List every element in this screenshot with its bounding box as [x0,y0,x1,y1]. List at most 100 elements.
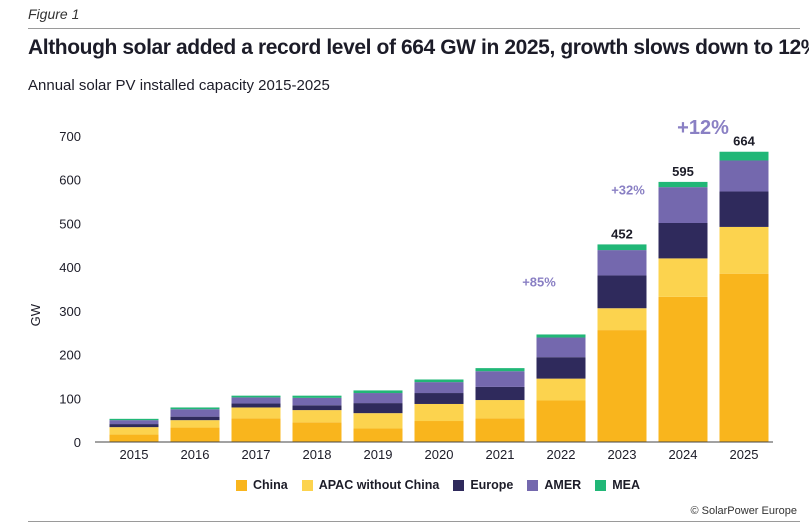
bar-segment-europe-2018 [292,405,342,411]
x-tick-label: 2025 [730,447,759,462]
y-tick-label: 400 [59,260,81,275]
bar-segment-china-2023 [597,330,647,442]
bar-segment-europe-2023 [597,275,647,309]
bar-segment-amer-2019 [353,393,403,404]
bar-segment-apac-without-china-2019 [353,413,403,429]
bar-segment-china-2015 [109,434,159,442]
bar-segment-apac-without-china-2021 [475,400,525,419]
bar-segment-amer-2021 [475,371,525,387]
bar-segment-china-2017 [231,418,281,442]
figure-label: Figure 1 [28,6,80,22]
y-axis-label: GW [28,303,43,326]
x-tick-label: 2021 [486,447,515,462]
legend-label: China [253,478,288,492]
bar-segment-china-2019 [353,428,403,442]
bar-segment-mea-2015 [109,418,159,421]
x-tick-label: 2022 [547,447,576,462]
bar-segment-apac-without-china-2022 [536,378,586,401]
growth-label: +12% [677,117,729,139]
x-tick-label: 2020 [425,447,454,462]
x-tick-label: 2024 [669,447,698,462]
y-tick-label: 600 [59,173,81,188]
bar-segment-mea-2021 [475,368,525,372]
bar-segment-amer-2020 [414,382,464,394]
bar-segment-china-2016 [170,427,220,442]
x-tick-label: 2017 [242,447,271,462]
bar-segment-apac-without-china-2018 [292,410,342,423]
bar-segment-amer-2018 [292,397,342,406]
source-credit: © SolarPower Europe [690,505,797,517]
y-tick-label: 100 [59,391,81,406]
bar-segment-china-2024 [658,296,708,442]
y-tick-label: 300 [59,304,81,319]
bar-segment-apac-without-china-2015 [109,427,159,435]
stacked-bar-chart: 0 100 200 300 400 500 600 700 GW 2015 2016 2017 2018… [28,117,773,462]
legend-label: Europe [470,478,514,492]
bar-segment-mea-2025 [719,151,769,161]
bar-segment-china-2020 [414,421,464,442]
legend-item-mea: MEA [595,478,640,492]
bar-segment-amer-2024 [658,187,708,223]
bar-segment-apac-without-china-2020 [414,403,464,422]
legend-item-apac-without-china: APAC without China [301,478,440,492]
bar-segment-china-2021 [475,418,525,442]
legend-label: APAC without China [318,478,440,492]
bar-segment-mea-2019 [353,390,403,394]
y-tick-label: 200 [59,348,81,363]
bar-segment-amer-2017 [231,397,281,404]
bar-segment-apac-without-china-2016 [170,420,220,428]
bar-segment-amer-2015 [109,420,159,425]
bar-segment-europe-2017 [231,403,281,408]
bar-segment-europe-2015 [109,424,159,428]
bar-segment-amer-2025 [719,160,769,192]
top-divider [28,28,800,29]
x-tick-label: 2015 [120,447,149,462]
legend-swatch [236,479,247,491]
legend-label: AMER [544,478,582,492]
legend-item-china: China [236,478,288,492]
bar-segment-amer-2022 [536,337,586,358]
bar-segment-mea-2016 [170,407,220,410]
bar-total-label: 664 [733,134,755,149]
legend-swatch [527,479,539,491]
bar-segment-mea-2023 [597,244,647,251]
legend-label: MEA [612,478,640,492]
y-tick-label: 500 [59,216,81,231]
legend-swatch [453,479,465,491]
bar-segment-china-2022 [536,400,586,442]
legend-item-amer: AMER [527,478,581,492]
bar-segment-europe-2016 [170,416,220,421]
legend-item-europe: Europe [453,478,513,492]
bar-segment-apac-without-china-2024 [658,258,708,297]
y-tick-label: 700 [59,129,81,144]
legend-swatch [595,479,607,491]
bar-segment-apac-without-china-2023 [597,308,647,331]
bar-segment-mea-2018 [292,395,342,398]
bar-segment-mea-2024 [658,181,708,188]
bar-segment-europe-2025 [719,191,769,227]
chart-title: Although solar added a record level of 6… [28,36,809,59]
bar-total-label: 452 [611,226,633,241]
growth-label: +85% [522,274,556,289]
bar-segment-europe-2021 [475,386,525,401]
x-tick-label: 2019 [364,447,393,462]
chart-legend: China APAC without China Europe AMER MEA [236,478,640,492]
bar-segment-amer-2016 [170,409,220,417]
bar-segment-china-2025 [719,273,769,442]
bar-segment-mea-2022 [536,334,586,338]
x-tick-label: 2016 [181,447,210,462]
x-tick-label: 2023 [608,447,637,462]
chart-subtitle: Annual solar PV installed capacity 2015-… [28,77,330,94]
bar-segment-apac-without-china-2017 [231,407,281,419]
bar-segment-mea-2017 [231,395,281,398]
x-tick-label: 2018 [303,447,332,462]
bottom-divider [28,521,800,522]
bar-segment-amer-2023 [597,250,647,276]
bar-segment-europe-2019 [353,403,403,414]
bar-total-label: 595 [672,164,694,179]
bar-segment-europe-2024 [658,222,708,259]
bar-segment-europe-2022 [536,357,586,379]
y-tick-label: 0 [74,435,81,450]
bar-segment-mea-2020 [414,379,464,383]
bar-segment-china-2018 [292,422,342,442]
